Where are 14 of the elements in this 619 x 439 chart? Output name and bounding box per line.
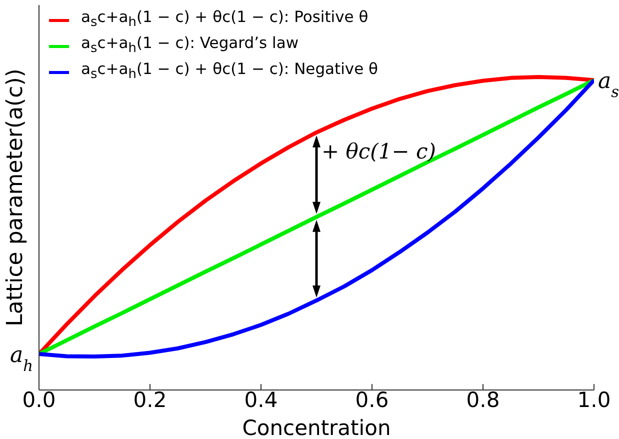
annotation: + θc(1− c) — [322, 139, 436, 164]
legend-label: a$_{s}$c+a$_{h}$(1 − c) + θc(1 − c): Negative θ — [81, 59, 378, 84]
x-axis-title: Concentration — [242, 416, 391, 439]
x-tick-label: 1.0 — [577, 388, 611, 412]
legend-label: a$_{s}$c+a$_{h}$(1 − c) + θc(1 − c): Positive θ — [81, 7, 368, 32]
x-tick-label: 0.0 — [22, 388, 56, 412]
annotation: a$_{s}$ — [598, 69, 619, 102]
x-tick-label: 0.4 — [244, 388, 278, 412]
x-tick-label: 0.6 — [355, 388, 389, 412]
y-axis-title: Lattice parameter(a(c)) — [3, 68, 28, 326]
annotation: a$_{h}$ — [10, 343, 33, 376]
legend-label: a$_{s}$c+a$_{h}$(1 − c): Vegard’s law — [81, 33, 299, 58]
x-tick-label: 0.2 — [133, 388, 167, 412]
x-tick-label: 0.8 — [466, 388, 500, 412]
